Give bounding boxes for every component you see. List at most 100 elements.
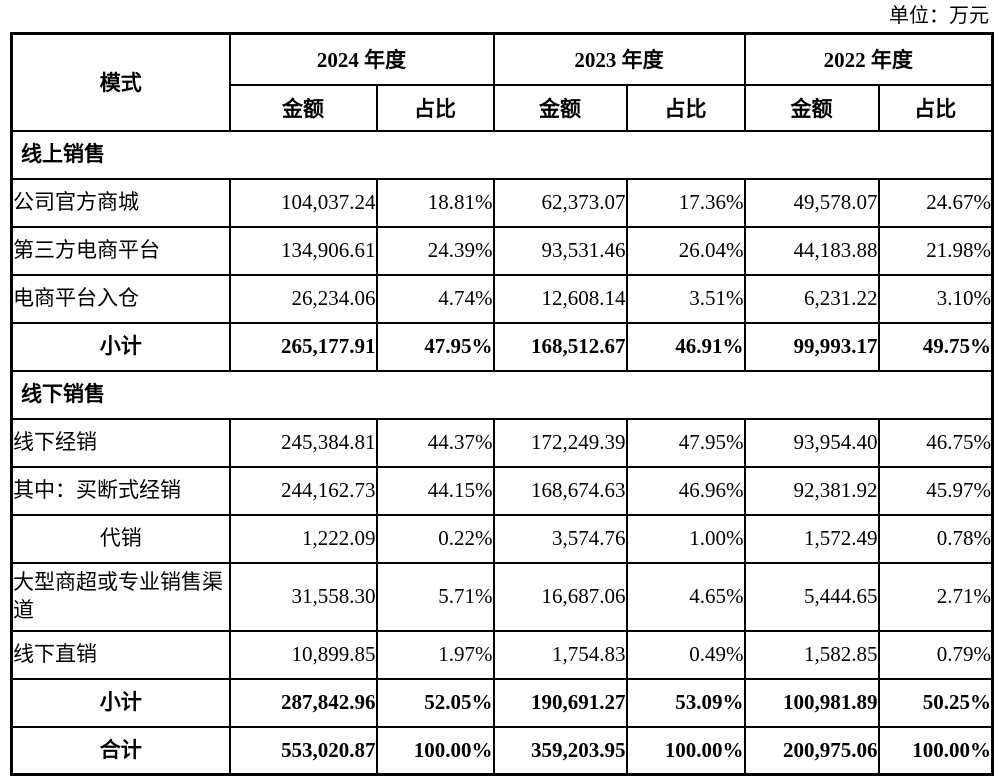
col-header-amount-2023: 金额 [492,83,628,132]
table-row: 合计 553,020.87 100.00% 359,203.95 100.00% 200,… [10,725,994,776]
col-header-ratio-2023: 占比 [625,83,746,132]
amount-cell: 359,203.95 [492,725,628,776]
sales-mode-table: 模式 2024 年度 2023 年度 2022 年度 金额 占比 金额 占比 金… [10,32,994,776]
ratio-cell: 100.00% [375,725,495,776]
table-header: 模式 2024 年度 2023 年度 2022 年度 金额 占比 金额 占比 金… [10,32,994,132]
amount-cell: 134,906.61 [228,225,378,276]
table-row: 公司官方商城 104,037.24 18.81% 62,373.07 17.36% 49,… [10,177,994,228]
amount-cell: 172,249.39 [492,417,628,468]
unit-label: 单位：万元 [889,5,989,27]
row-label-cell: 大型商超或专业销售渠道 [10,561,231,632]
amount-cell: 245,384.81 [228,417,378,468]
table-row: 小计 265,177.91 47.95% 168,512.67 46.91% 99,993… [10,321,994,372]
row-label-cell: 线下直销 [10,629,231,680]
ratio-cell: 4.65% [625,561,746,632]
ratio-cell: 47.95% [375,321,495,372]
amount-cell: 100,981.89 [743,677,880,728]
ratio-cell: 45.97% [877,465,994,516]
ratio-cell: 3.10% [877,273,994,324]
ratio-cell: 21.98% [877,225,994,276]
amount-cell: 93,954.40 [743,417,880,468]
row-label-cell: 第三方电商平台 [10,225,231,276]
col-header-year-2023: 2023 年度 [492,32,746,86]
row-label-cell: 线下经销 [10,417,231,468]
table-row: 电商平台入仓 26,234.06 4.74% 12,608.14 3.51% 6,231.… [10,273,994,324]
row-label-cell: 电商平台入仓 [10,273,231,324]
row-label-cell: 其中：买断式经销 [10,465,231,516]
ratio-cell: 0.22% [375,513,495,564]
amount-cell: 62,373.07 [492,177,628,228]
ratio-cell: 100.00% [877,725,994,776]
table-row: 代销 1,222.09 0.22% 3,574.76 1.00% 1,572.49 0.78… [10,513,994,564]
ratio-cell: 24.39% [375,225,495,276]
ratio-cell: 0.79% [877,629,994,680]
amount-cell: 5,444.65 [743,561,880,632]
col-header-mode: 模式 [10,32,231,132]
amount-cell: 244,162.73 [228,465,378,516]
amount-cell: 168,512.67 [492,321,628,372]
amount-cell: 553,020.87 [228,725,378,776]
row-label-cell: 小计 [10,321,231,372]
amount-cell: 104,037.24 [228,177,378,228]
amount-cell: 99,993.17 [743,321,880,372]
amount-cell: 49,578.07 [743,177,880,228]
row-label-cell: 合计 [10,725,231,776]
ratio-cell: 44.15% [375,465,495,516]
ratio-cell: 46.91% [625,321,746,372]
amount-cell: 1,754.83 [492,629,628,680]
ratio-cell: 4.74% [375,273,495,324]
table-row: 其中：买断式经销 244,162.73 44.15% 168,674.63 46.96%… [10,465,994,516]
col-header-year-2022: 2022 年度 [743,32,994,86]
row-label-cell: 小计 [10,677,231,728]
ratio-cell: 100.00% [625,725,746,776]
amount-cell: 265,177.91 [228,321,378,372]
col-header-amount-2022: 金额 [743,83,880,132]
amount-cell: 3,574.76 [492,513,628,564]
ratio-cell: 47.95% [625,417,746,468]
amount-cell: 93,531.46 [492,225,628,276]
row-label-cell: 公司官方商城 [10,177,231,228]
amount-cell: 31,558.30 [228,561,378,632]
ratio-cell: 24.67% [877,177,994,228]
ratio-cell: 1.97% [375,629,495,680]
col-header-ratio-2022: 占比 [877,83,994,132]
ratio-cell: 50.25% [877,677,994,728]
ratio-cell: 26.04% [625,225,746,276]
ratio-cell: 44.37% [375,417,495,468]
table-row: 第三方电商平台 134,906.61 24.39% 93,531.46 26.04% 44… [10,225,994,276]
table-row: 小计 287,842.96 52.05% 190,691.27 53.09% 100,98… [10,677,994,728]
amount-cell: 1,222.09 [228,513,378,564]
row-label-cell: 代销 [10,513,231,564]
table-body: 线上销售 公司官方商城 104,037.24 18.81% 62,373.07 17.36… [10,129,994,776]
col-header-ratio-2024: 占比 [375,83,495,132]
table-row: 线上销售 [10,129,994,180]
ratio-cell: 49.75% [877,321,994,372]
ratio-cell: 1.00% [625,513,746,564]
col-header-amount-2024: 金额 [228,83,378,132]
amount-cell: 287,842.96 [228,677,378,728]
amount-cell: 92,381.92 [743,465,880,516]
ratio-cell: 17.36% [625,177,746,228]
amount-cell: 1,582.85 [743,629,880,680]
amount-cell: 16,687.06 [492,561,628,632]
table-row: 大型商超或专业销售渠道 31,558.30 5.71% 16,687.06 4.65% 5… [10,561,994,632]
ratio-cell: 0.49% [625,629,746,680]
amount-cell: 1,572.49 [743,513,880,564]
ratio-cell: 5.71% [375,561,495,632]
amount-cell: 12,608.14 [492,273,628,324]
ratio-cell: 2.71% [877,561,994,632]
table-row: 线下经销 245,384.81 44.37% 172,249.39 47.95% 93,9… [10,417,994,468]
amount-cell: 44,183.88 [743,225,880,276]
amount-cell: 6,231.22 [743,273,880,324]
ratio-cell: 46.75% [877,417,994,468]
amount-cell: 10,899.85 [228,629,378,680]
header-metric-row: 金额 占比 金额 占比 金额 占比 [12,83,994,132]
amount-cell: 168,674.63 [492,465,628,516]
section-label: 线下销售 [10,369,994,420]
table-row: 线下销售 [10,369,994,420]
amount-cell: 200,975.06 [743,725,880,776]
ratio-cell: 3.51% [625,273,746,324]
ratio-cell: 52.05% [375,677,495,728]
amount-cell: 26,234.06 [228,273,378,324]
ratio-cell: 0.78% [877,513,994,564]
